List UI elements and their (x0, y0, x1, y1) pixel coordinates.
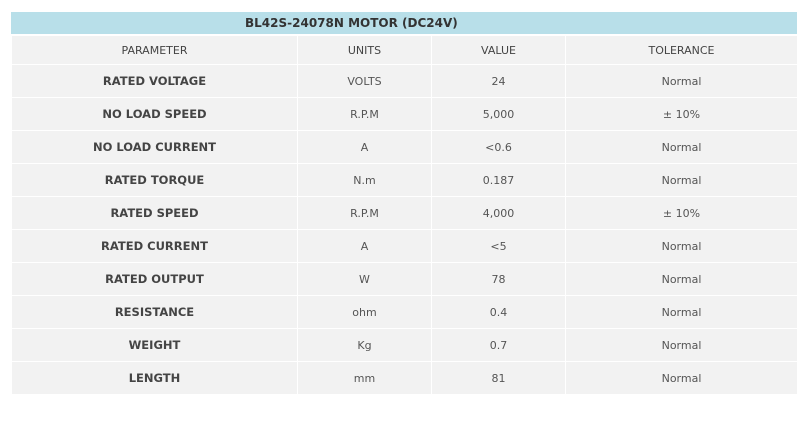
value-cell: A (297, 229, 432, 263)
value-cell: 81 (431, 361, 566, 395)
value-cell: Normal (565, 64, 798, 98)
value-cell: 0.7 (431, 328, 566, 362)
parameter-cell: LENGTH (11, 361, 298, 395)
value-cell: ± 10% (565, 196, 798, 230)
data-row: RATED VOLTAGE VOLTS 24 Normal (11, 64, 798, 98)
value-cell: <5 (431, 229, 566, 263)
parameter-cell: RATED CURRENT (11, 229, 298, 263)
header-cell: VALUE (431, 35, 566, 65)
data-row: RATED SPEED R.P.M 4,000 ± 10% (11, 196, 798, 230)
value-cell: W (297, 262, 432, 296)
data-row: WEIGHT Kg 0.7 Normal (11, 328, 798, 362)
parameter-cell: RATED TORQUE (11, 163, 298, 197)
value-cell: Normal (565, 328, 798, 362)
header-cell: UNITS (297, 35, 432, 65)
value-cell: 5,000 (431, 97, 566, 131)
data-row: NO LOAD CURRENT A <0.6 Normal (11, 130, 798, 164)
value-cell: Normal (565, 361, 798, 395)
value-cell: 78 (431, 262, 566, 296)
header-cell: PARAMETER (11, 35, 298, 65)
data-row: RESISTANCE ohm 0.4 Normal (11, 295, 798, 329)
value-cell: 24 (431, 64, 566, 98)
parameter-cell: NO LOAD SPEED (11, 97, 298, 131)
value-cell: ± 10% (565, 97, 798, 131)
value-cell: VOLTS (297, 64, 432, 98)
data-row: RATED OUTPUT W 78 Normal (11, 262, 798, 296)
value-cell: Normal (565, 229, 798, 263)
parameter-cell: RESISTANCE (11, 295, 298, 329)
parameter-cell: RATED OUTPUT (11, 262, 298, 296)
parameter-cell: RATED SPEED (11, 196, 298, 230)
spec-table: BL42S-24078N MOTOR (DC24V) PARAMETER UNIT… (11, 12, 798, 395)
data-row: RATED CURRENT A <5 Normal (11, 229, 798, 263)
table-title: BL42S-24078N MOTOR (DC24V) (11, 12, 797, 35)
parameter-cell: WEIGHT (11, 328, 298, 362)
value-cell: 4,000 (431, 196, 566, 230)
parameter-cell: RATED VOLTAGE (11, 64, 298, 98)
header-cell: TOLERANCE (565, 35, 798, 65)
value-cell: R.P.M (297, 196, 432, 230)
value-cell: Kg (297, 328, 432, 362)
data-row: LENGTH mm 81 Normal (11, 361, 798, 395)
data-row: NO LOAD SPEED R.P.M 5,000 ± 10% (11, 97, 798, 131)
value-cell: Normal (565, 130, 798, 164)
value-cell: Normal (565, 163, 798, 197)
value-cell: A (297, 130, 432, 164)
data-row: RATED TORQUE N.m 0.187 Normal (11, 163, 798, 197)
value-cell: Normal (565, 295, 798, 329)
value-cell: 0.4 (431, 295, 566, 329)
value-cell: N.m (297, 163, 432, 197)
parameter-cell: NO LOAD CURRENT (11, 130, 298, 164)
value-cell: 0.187 (431, 163, 566, 197)
value-cell: <0.6 (431, 130, 566, 164)
value-cell: mm (297, 361, 432, 395)
table: PARAMETER UNITS VALUE TOLERANCE RATED VOLTAG… (11, 35, 798, 395)
header-row: PARAMETER UNITS VALUE TOLERANCE (11, 35, 798, 65)
value-cell: R.P.M (297, 97, 432, 131)
value-cell: ohm (297, 295, 432, 329)
value-cell: Normal (565, 262, 798, 296)
